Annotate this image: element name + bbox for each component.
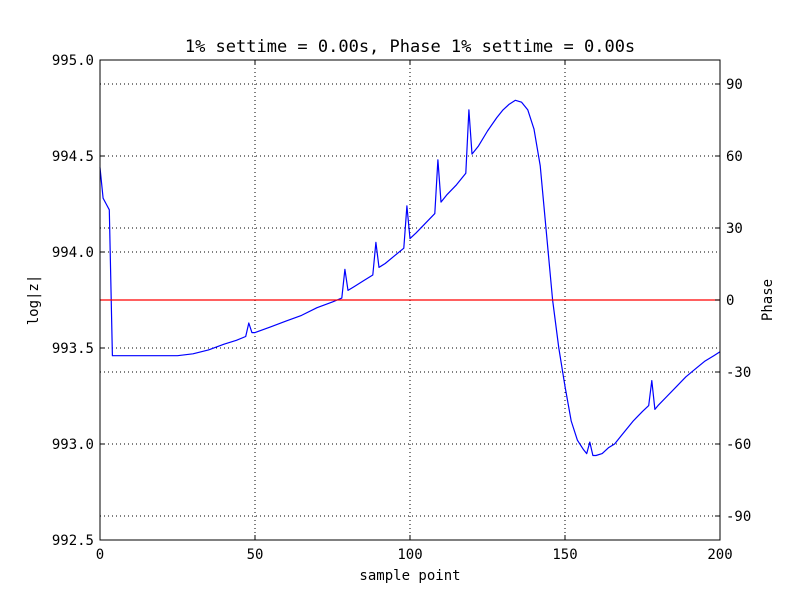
y-right-tick-label: -60 bbox=[726, 437, 751, 453]
y-axis-label-right: Phase bbox=[760, 279, 776, 321]
x-tick-label: 200 bbox=[707, 547, 732, 563]
x-tick-label: 150 bbox=[552, 547, 577, 563]
magnitude-series-line bbox=[99, 99, 721, 457]
ticks-layer: 0 50 100 150 200 992.5 993.0 993.5 994.0 994.5 995… bbox=[52, 53, 751, 563]
x-tick-label: 0 bbox=[96, 547, 104, 563]
y-left-tick-label: 993.0 bbox=[52, 437, 94, 453]
y-axis-label-left: log|z| bbox=[26, 275, 42, 326]
series-layer bbox=[99, 99, 721, 457]
y-left-tick-label: 994.0 bbox=[52, 245, 94, 261]
y-left-tick-label: 992.5 bbox=[52, 533, 94, 549]
chart-title: 1% settime = 0.00s, Phase 1% settime = 0… bbox=[185, 37, 635, 57]
x-axis-label: sample point bbox=[359, 568, 460, 584]
y-right-tick-label: 30 bbox=[726, 221, 743, 237]
y-right-tick-label: 90 bbox=[726, 77, 743, 93]
y-left-tick-label: 994.5 bbox=[52, 149, 94, 165]
x-tick-label: 100 bbox=[397, 547, 422, 563]
y-left-tick-label: 995.0 bbox=[52, 53, 94, 69]
y-right-tick-label: -90 bbox=[726, 509, 751, 525]
y-right-tick-label: 0 bbox=[726, 293, 734, 309]
x-tick-label: 50 bbox=[247, 547, 264, 563]
y-left-tick-label: 993.5 bbox=[52, 341, 94, 357]
y-right-tick-label: 60 bbox=[726, 149, 743, 165]
y-right-tick-label: -30 bbox=[726, 365, 751, 381]
